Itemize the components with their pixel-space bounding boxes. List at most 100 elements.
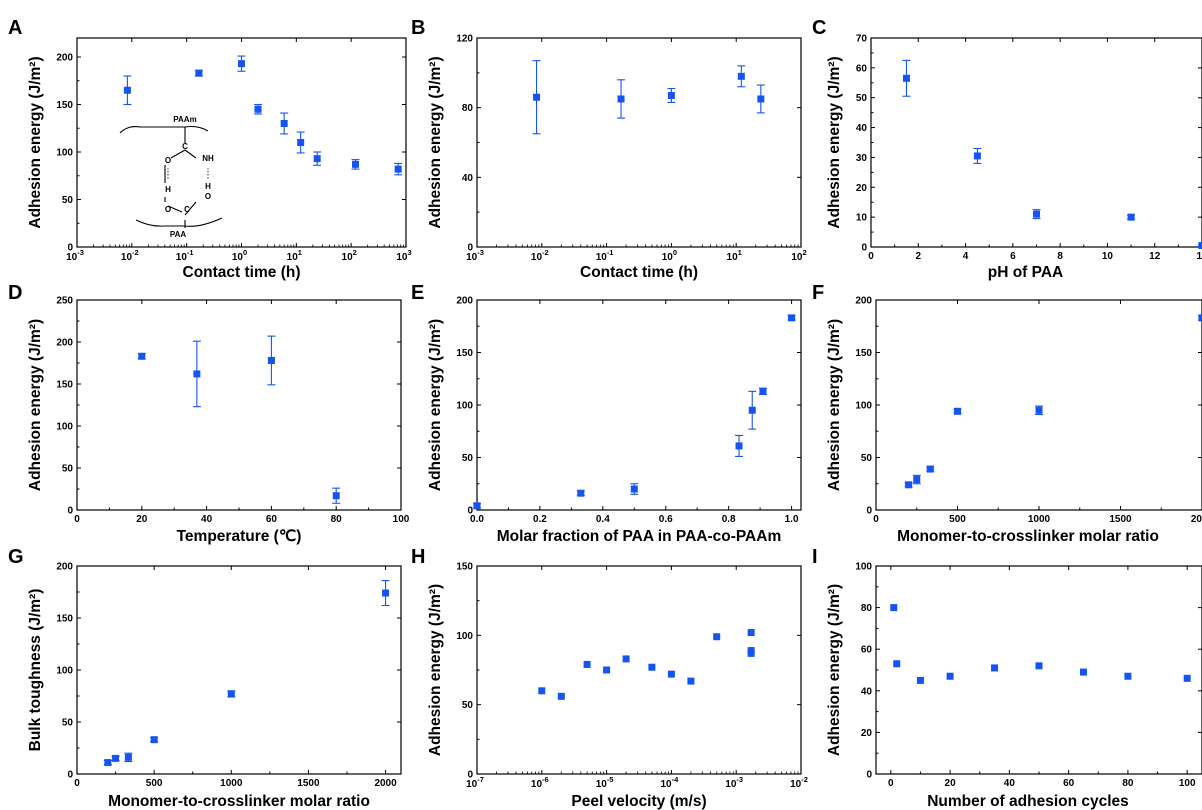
y-tick-label: 60 (856, 63, 868, 74)
x-tick-label: 100 (662, 248, 677, 263)
y-tick-label: 200 (855, 296, 872, 307)
data-point (473, 502, 481, 510)
x-tick-label: 80 (331, 514, 343, 525)
y-tick-label: 0 (467, 243, 473, 254)
data-point (538, 687, 546, 695)
data-point (713, 633, 721, 641)
data-point (648, 663, 656, 671)
y-tick-label: 10 (856, 213, 868, 224)
y-tick-label: 100 (56, 148, 73, 159)
panel-label: A (8, 17, 22, 39)
data-point (954, 407, 961, 415)
x-tick-label: 1000 (1028, 514, 1051, 525)
atom-label-c: C (184, 205, 190, 214)
plot-frame (476, 565, 802, 775)
data-point (759, 387, 767, 395)
data-point (747, 629, 755, 637)
data-point (1035, 406, 1043, 414)
data-point (583, 660, 591, 668)
data-point (687, 677, 695, 685)
data-point (394, 165, 402, 173)
panel-label: D (8, 282, 22, 304)
panel-label: E (411, 282, 424, 304)
x-tick-label: 2000 (1191, 514, 1202, 525)
data-point (902, 74, 910, 82)
panel-label: H (411, 546, 425, 568)
x-tick-label: 1000 (220, 778, 243, 789)
data-point (150, 736, 158, 744)
x-tick-label: 14 (1196, 251, 1202, 262)
x-tick-label: 10-3 (66, 248, 84, 263)
y-tick-label: 40 (856, 123, 868, 134)
y-tick-label: 20 (856, 183, 868, 194)
data-point (747, 649, 755, 657)
atom-label-h: H (205, 182, 211, 191)
x-tick-label: 10-7 (466, 775, 484, 790)
x-tick-label: 102 (342, 248, 357, 263)
data-point (195, 69, 203, 77)
data-point (893, 660, 901, 668)
x-tick-label: 0.8 (722, 514, 736, 525)
x-tick-label: 0.0 (470, 514, 484, 525)
plot-frame (76, 565, 402, 775)
panel-c: C 0 10 20 30 40 50 60 70 0 2 4 6 8 10 12 14 pH of PAA Adhe… (812, 17, 1202, 281)
y-tick-label: 50 (462, 453, 474, 464)
x-axis-label: Temperature (℃) (177, 528, 302, 545)
y-tick-label: 40 (861, 686, 873, 697)
data-point (622, 655, 630, 663)
x-tick-label: 100 (1179, 778, 1196, 789)
panel-f: F0501001502000500100015002000Monomer-to-… (812, 282, 1202, 545)
y-tick-label: 80 (462, 103, 474, 114)
x-tick-label: 0.4 (596, 514, 610, 525)
data-point (352, 160, 360, 168)
panel-h: H 0 50 100 150 10-7 10-6 10-5 10-4 10-3 10-2 Peel v… (411, 546, 808, 810)
data-point (1183, 674, 1191, 682)
x-tick-label: 102 (791, 248, 806, 263)
y-tick-label: 50 (856, 93, 868, 104)
y-tick-label: 150 (855, 348, 872, 359)
y-tick-label: 50 (62, 464, 74, 475)
y-tick-label: 150 (456, 348, 473, 359)
data-point (533, 93, 541, 101)
y-tick-label: 0 (866, 506, 872, 517)
y-axis-label: Adhesion energy (J/m²) (427, 584, 444, 756)
y-tick-label: 150 (456, 562, 473, 573)
x-tick-label: 500 (949, 514, 966, 525)
x-tick-label: 10-1 (176, 248, 194, 263)
data-point (193, 370, 201, 378)
x-tick-label: 100 (393, 514, 410, 525)
x-tick-label: 10-5 (596, 775, 614, 790)
x-axis-label: Molar fraction of PAA in PAA-co-PAAm (497, 528, 781, 545)
panel-label: C (812, 17, 826, 39)
atom-label-c: C (182, 142, 188, 151)
x-tick-label: 500 (146, 778, 163, 789)
data-point (603, 666, 611, 674)
data-point (757, 95, 765, 103)
data-point (1035, 662, 1043, 670)
x-axis-label: Monomer-to-crosslinker molar ratio (108, 793, 370, 810)
x-tick-label: 101 (287, 248, 302, 263)
y-tick-label: 50 (462, 700, 474, 711)
data-point (916, 676, 924, 684)
y-tick-label: 70 (856, 34, 868, 45)
data-point (1198, 242, 1202, 250)
x-tick-label: 8 (1057, 251, 1063, 262)
x-tick-label: 10-6 (531, 775, 549, 790)
data-point (667, 91, 675, 99)
y-axis-label: Adhesion energy (J/m²) (27, 319, 44, 491)
x-tick-label: 10-4 (661, 775, 680, 790)
y-tick-label: 120 (456, 34, 473, 45)
y-tick-label: 100 (456, 631, 473, 642)
x-tick-label: 60 (1063, 778, 1075, 789)
x-tick-label: 0.6 (659, 514, 673, 525)
bond-line (184, 149, 197, 159)
plot-frame (76, 299, 402, 511)
y-tick-label: 0 (467, 770, 473, 781)
data-point (557, 692, 565, 700)
x-tick-label: 0 (74, 778, 80, 789)
panel-e: E 0 50 100 150 200 0.0 0.2 0.4 0.6 0.8 1.0 Molar fra… (411, 282, 802, 545)
y-tick-label: 30 (856, 153, 868, 164)
